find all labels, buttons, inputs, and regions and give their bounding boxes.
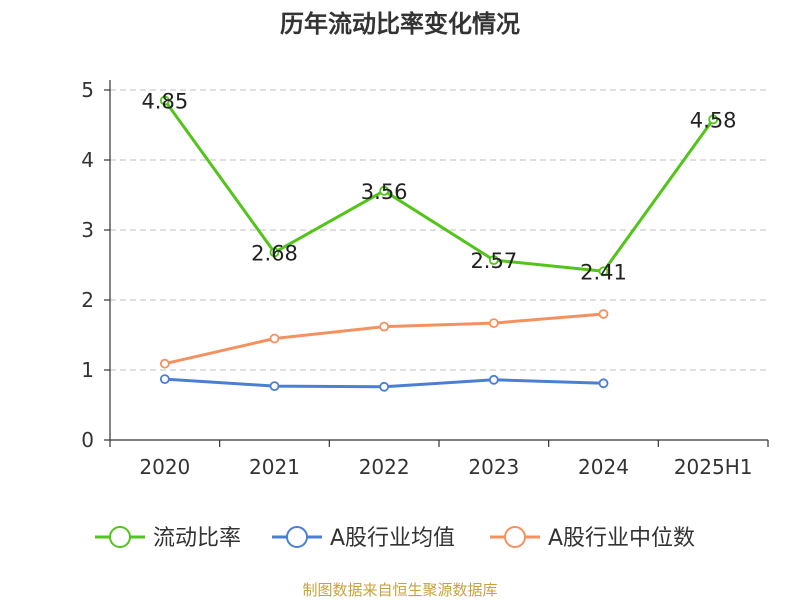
data-label: 3.56: [361, 180, 408, 204]
data-point: [159, 374, 170, 385]
data-point: [379, 185, 390, 196]
x-tick-label: 2023: [468, 455, 519, 479]
series-group: [159, 95, 719, 392]
data-labels: 4.85 2.68 3.56 2.57 2.41 4.58: [141, 90, 736, 285]
source-note: 制图数据来自恒生聚源数据库: [302, 581, 497, 599]
x-tick-label: 2024: [578, 455, 629, 479]
axes: 0 1 2 3 4 5 2020 2021 2022 2023 2024 2025H1: [81, 78, 769, 479]
series-line: [163, 99, 715, 273]
y-tick-label: 1: [81, 358, 94, 382]
data-label: 2.41: [580, 260, 627, 284]
data-label: 2.68: [251, 241, 298, 265]
y-tick-label: 2: [81, 288, 94, 312]
y-tick-label: 3: [81, 218, 94, 242]
data-point: [379, 321, 390, 332]
data-point: [598, 378, 609, 389]
data-label: 4.58: [690, 108, 737, 132]
x-tick-label: 2022: [359, 455, 410, 479]
data-point: [598, 309, 609, 319]
data-point: [488, 318, 499, 329]
data-point: [708, 114, 719, 125]
x-tick-label: 2020: [139, 455, 190, 479]
y-tick-label: 5: [81, 78, 94, 102]
data-label: 2.57: [470, 249, 517, 273]
data-point: [379, 381, 390, 392]
data-point: [269, 381, 280, 392]
gridlines: [110, 89, 768, 371]
data-label: 4.85: [141, 90, 188, 114]
data-point: [598, 266, 609, 277]
x-tick-label: 2021: [249, 455, 300, 479]
y-tick-label: 0: [81, 428, 94, 452]
data-point: [488, 255, 499, 266]
legend-label: A股行业中位数: [548, 526, 695, 551]
legend: 流动比率 A股行业均值 A股行业中位数: [95, 526, 695, 551]
data-point: [159, 358, 170, 369]
data-point: [269, 333, 280, 344]
chart-title: 历年流动比率变化情况: [280, 10, 520, 38]
legend-marker: [109, 526, 131, 548]
y-tick-label: 4: [81, 148, 94, 172]
legend-marker: [286, 526, 308, 548]
data-point: [488, 374, 499, 385]
legend-label: A股行业均值: [330, 526, 455, 551]
legend-label: 流动比率: [153, 526, 241, 551]
data-point: [269, 247, 280, 258]
x-tick-label: 2025H1: [674, 455, 753, 479]
legend-marker: [504, 526, 526, 548]
series-line: [164, 312, 604, 366]
data-point: [159, 95, 170, 106]
